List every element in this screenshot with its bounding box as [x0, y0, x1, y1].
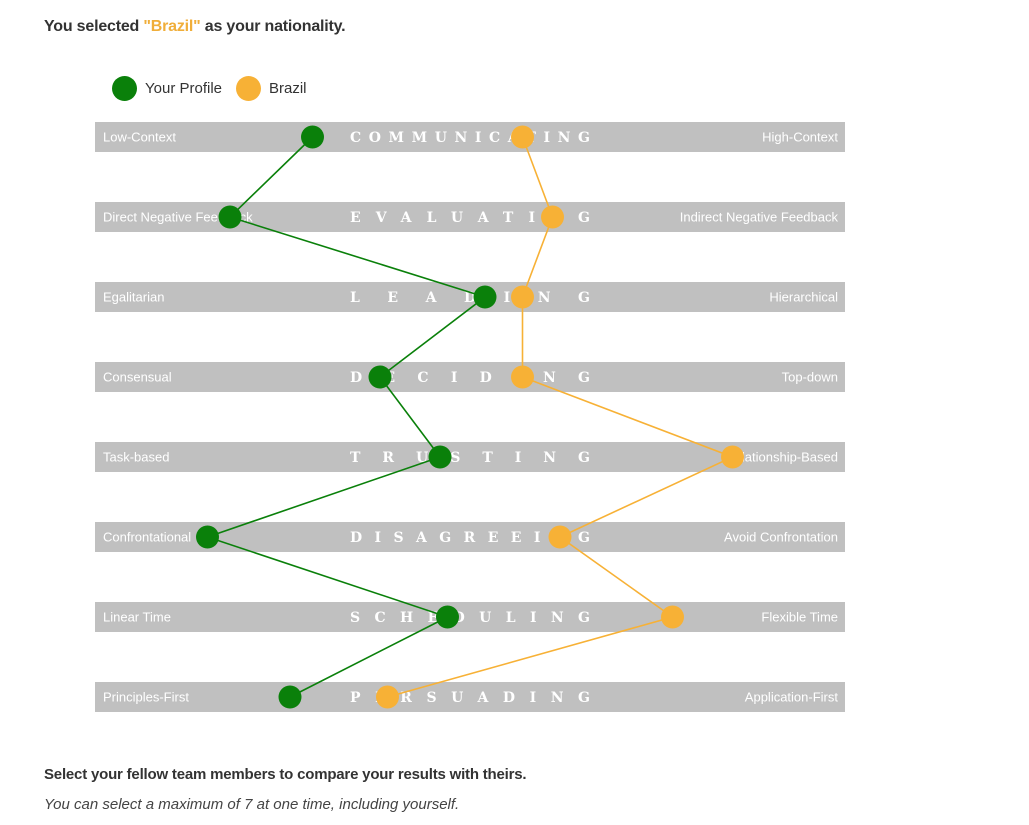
chart-legend: Your Profile Brazil: [112, 75, 321, 101]
scale-right-label: Top-down: [782, 370, 838, 385]
data-point-brazil: [541, 205, 564, 229]
data-point-profile: [278, 685, 302, 709]
scale-left-label: Consensual: [103, 370, 172, 385]
data-point-brazil: [376, 685, 399, 709]
scale-right-label: Application-First: [745, 690, 839, 705]
series-lines: [205, 136, 735, 698]
page-title: You selected "Brazil" as your nationalit…: [44, 18, 346, 36]
scale-left-label: Direct Negative Feedback: [103, 210, 253, 225]
scale-bar-scheduling: [95, 602, 845, 632]
data-point-brazil: [511, 285, 534, 309]
scale-right-label: Hierarchical: [769, 290, 838, 305]
scale-left-label: Principles-First: [103, 690, 189, 705]
selected-country: "Brazil": [143, 18, 201, 35]
scale-left-label: Linear Time: [103, 610, 171, 625]
scale-right-label: Flexible Time: [761, 610, 838, 625]
title-suffix: as your nationality.: [200, 18, 346, 35]
scale-bars: Low-ContextHigh-ContextCOMMUNICATINGDire…: [95, 122, 845, 712]
scale-right-label: Indirect Negative Feedback: [680, 210, 839, 225]
series-line-profile: [205, 136, 487, 698]
data-point-profile: [428, 445, 452, 469]
data-point-brazil: [511, 365, 534, 389]
data-point-profile: [368, 365, 392, 389]
scale-left-label: Task-based: [103, 450, 169, 465]
scale-left-label: Egalitarian: [103, 290, 164, 305]
scale-right-label: Relationship-Based: [725, 450, 838, 465]
team-compare-note: You can select a maximum of 7 at one tim…: [44, 796, 460, 813]
team-compare-heading: Select your fellow team members to compa…: [44, 766, 527, 783]
legend-dot-brazil: [236, 75, 261, 101]
culture-map-chart: Low-ContextHigh-ContextCOMMUNICATINGDire…: [95, 122, 845, 712]
scale-left-label: Low-Context: [103, 130, 176, 145]
title-prefix: You selected: [44, 18, 144, 35]
data-point-profile: [473, 285, 497, 309]
data-point-brazil: [661, 605, 684, 629]
legend-dot-profile: [112, 75, 137, 101]
data-point-profile: [301, 125, 324, 149]
series-line-brazil: [387, 136, 735, 698]
data-point-brazil: [548, 525, 572, 549]
scale-bar-disagreeing: [95, 522, 845, 552]
scale-bar-leading: [95, 282, 845, 312]
legend-label-brazil: Brazil: [269, 79, 307, 97]
scale-bar-persuading: [95, 682, 845, 712]
legend-item-profile[interactable]: Your Profile: [112, 75, 222, 101]
scale-bar-deciding: [95, 362, 845, 392]
legend-item-brazil[interactable]: Brazil: [236, 75, 307, 101]
scale-left-label: Confrontational: [103, 530, 191, 545]
scale-right-label: High-Context: [762, 130, 838, 145]
data-point-profile: [436, 605, 459, 629]
scale-bar-trusting: [95, 442, 845, 472]
scale-bar-communicating: [95, 122, 845, 152]
scale-right-label: Avoid Confrontation: [724, 530, 838, 545]
data-point-profile: [218, 205, 242, 229]
legend-label-profile: Your Profile: [145, 79, 222, 97]
data-point-brazil: [511, 125, 534, 149]
data-point-brazil: [721, 445, 744, 469]
series-points: [196, 125, 744, 709]
data-point-profile: [196, 525, 219, 549]
